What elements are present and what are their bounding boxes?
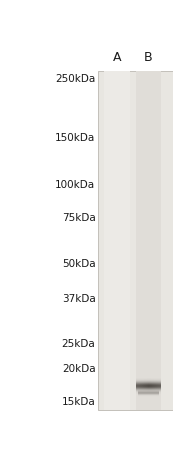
Text: B: B xyxy=(144,51,153,64)
Text: 50kDa: 50kDa xyxy=(62,259,95,269)
Text: 75kDa: 75kDa xyxy=(62,212,95,223)
Text: 250kDa: 250kDa xyxy=(55,75,95,84)
Text: 25kDa: 25kDa xyxy=(62,339,95,348)
Text: 100kDa: 100kDa xyxy=(55,180,95,189)
Bar xyxy=(136,71,161,410)
Text: 15kDa: 15kDa xyxy=(62,397,95,407)
Bar xyxy=(98,71,173,410)
Bar xyxy=(104,71,130,410)
Text: A: A xyxy=(113,51,121,64)
Text: 20kDa: 20kDa xyxy=(62,364,95,374)
Text: 37kDa: 37kDa xyxy=(62,294,95,303)
Text: 150kDa: 150kDa xyxy=(55,133,95,143)
